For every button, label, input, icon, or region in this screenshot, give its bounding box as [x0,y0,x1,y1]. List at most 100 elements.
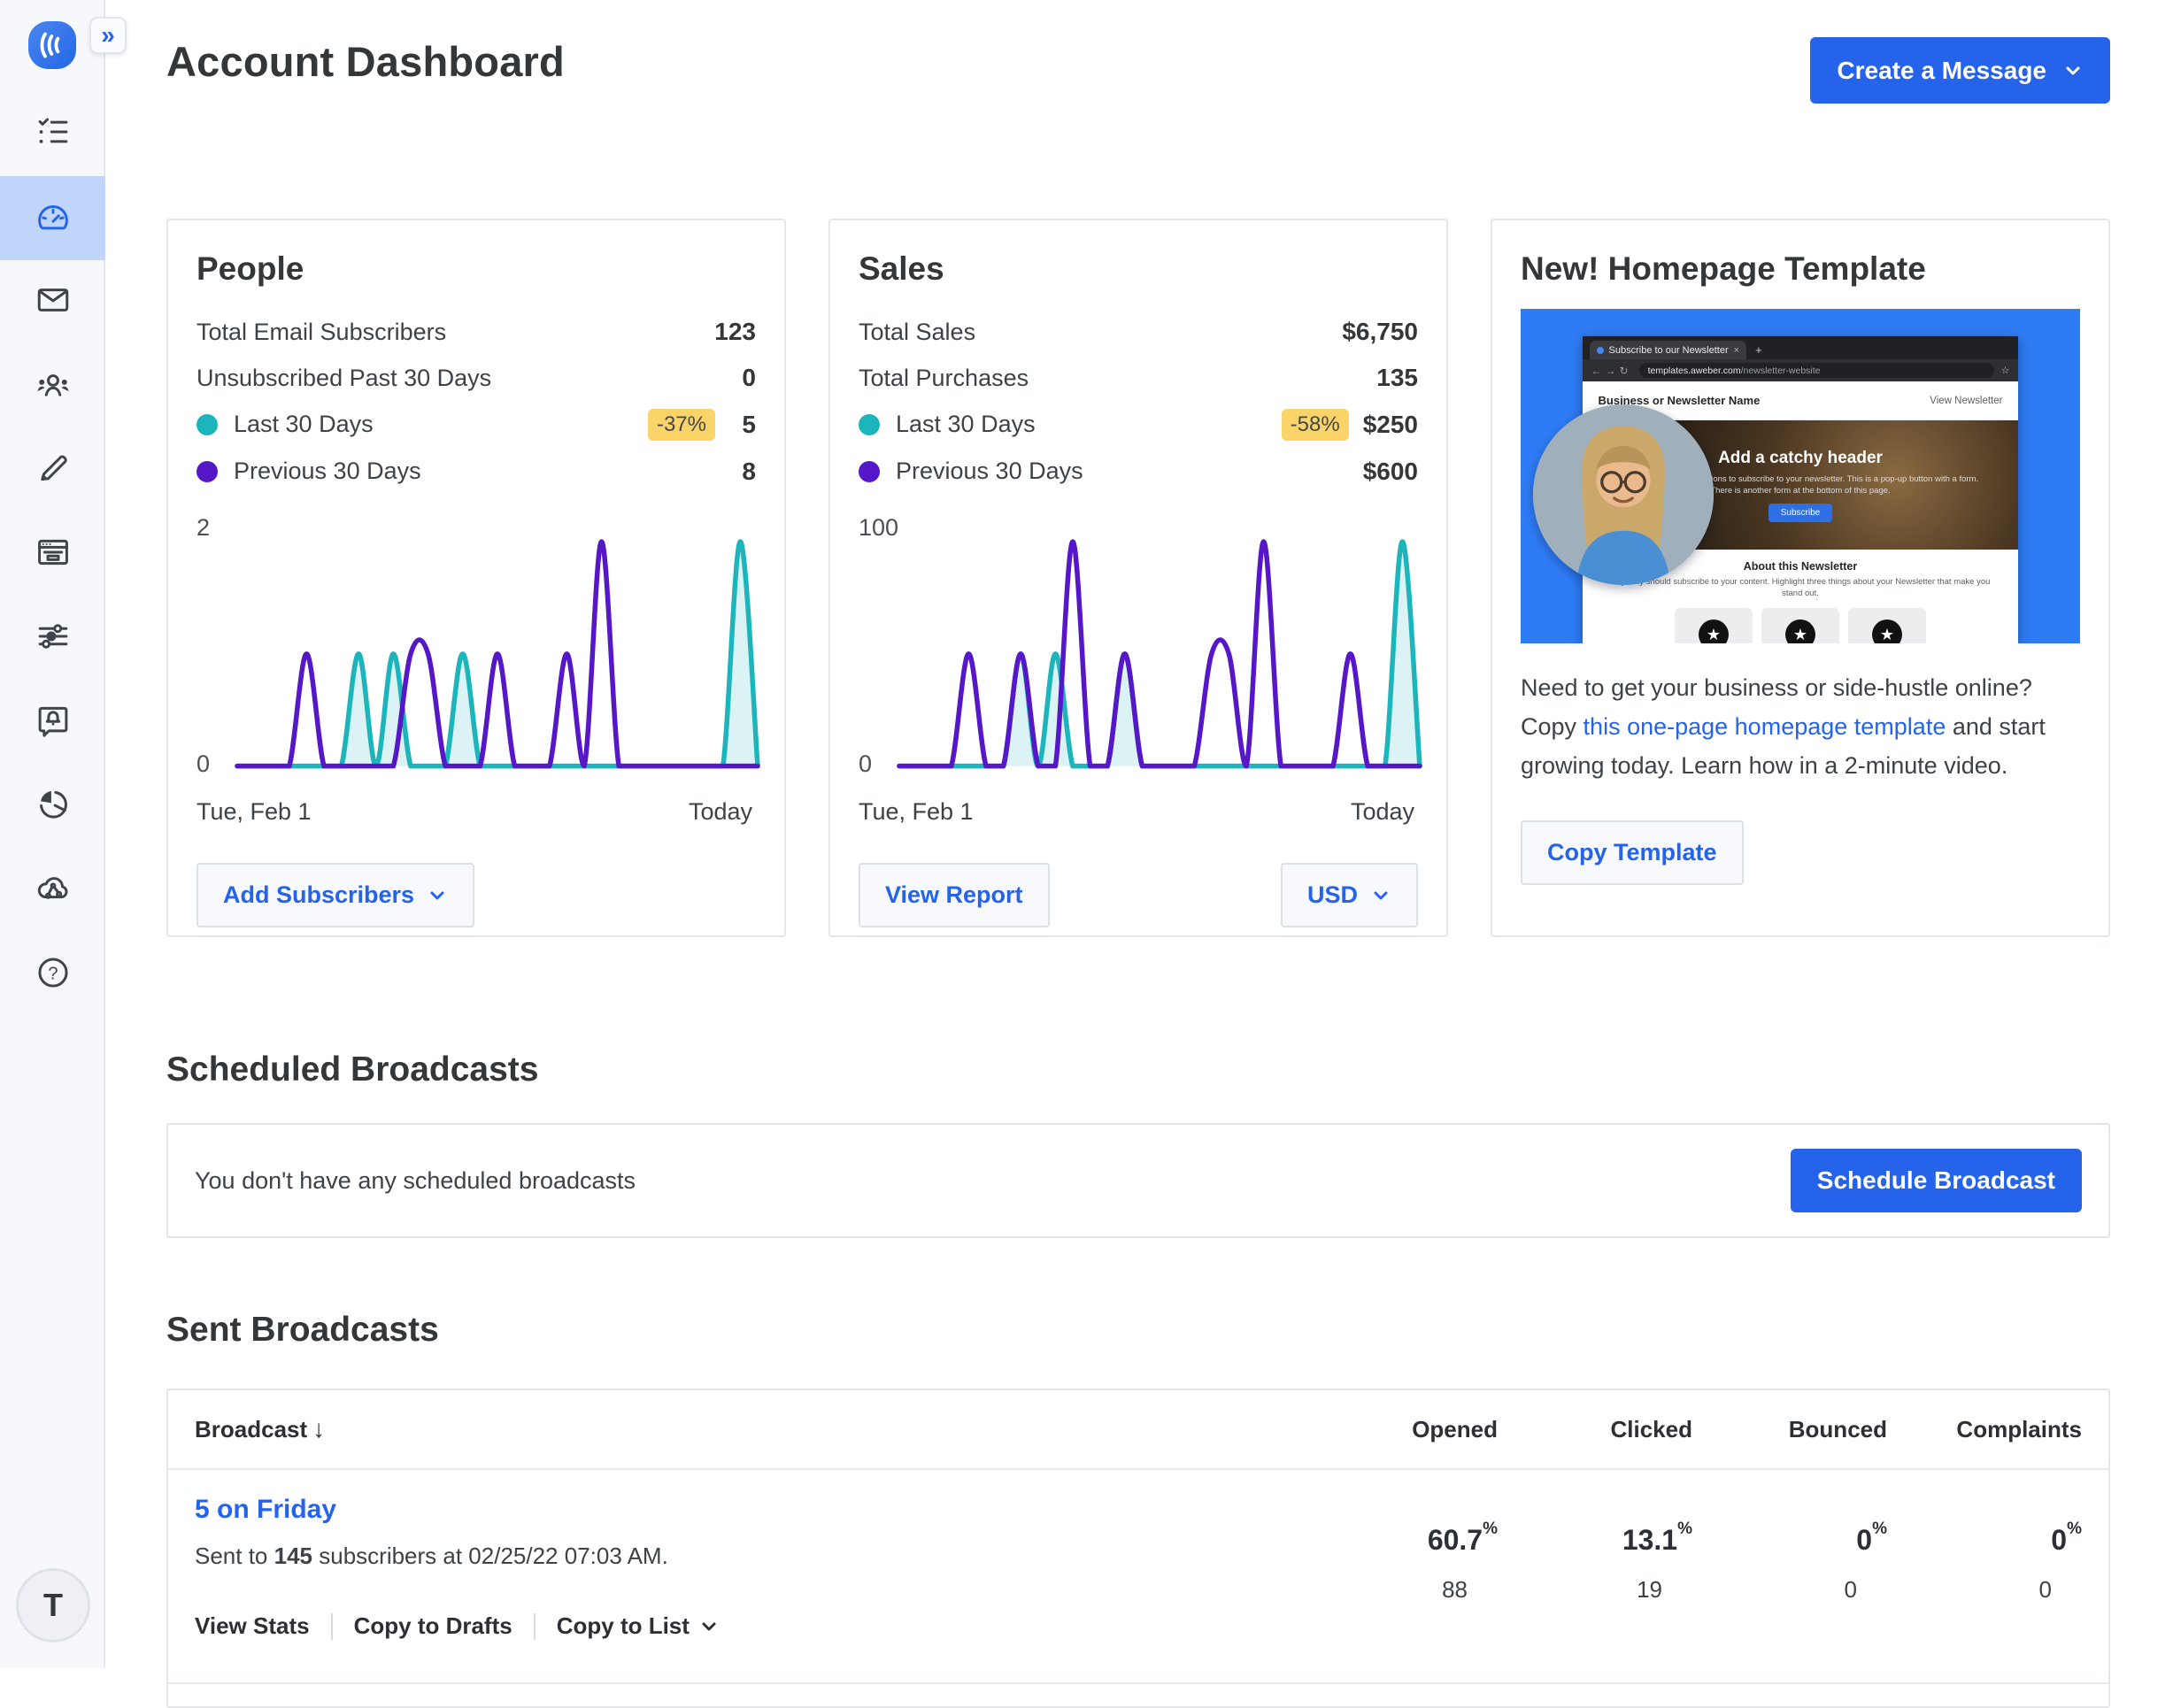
total-sales-value: $6,750 [1342,318,1418,346]
star-icon: ★ [1785,619,1815,643]
subscribers-icon [35,365,72,407]
people-legend-prev30: Previous 30 Days 8 [196,448,756,495]
sales-card-title: Sales [859,250,1418,288]
complaints-stat: 0% 0 [1887,1495,2082,1640]
sales-last30-value: $250 [1363,411,1418,439]
add-subscribers-button[interactable]: Add Subscribers [196,863,474,927]
sidebar-item-tasks[interactable] [0,92,105,176]
people-ytick-max: 2 [196,514,210,542]
sidebar-item-messages[interactable] [0,260,105,344]
action-separator [331,1613,333,1640]
purple-dot-icon [196,461,218,482]
copy-template-label: Copy Template [1547,839,1717,866]
people-xlabel-start: Tue, Feb 1 [196,798,312,826]
sales-legend-last30: Last 30 Days -58% $250 [859,401,1418,448]
presenter-webcam [1533,404,1714,585]
expand-sidebar-button[interactable]: » [89,17,127,54]
sidebar-nav: ? [0,92,104,1017]
column-broadcast[interactable]: Broadcast ↓ [195,1415,1303,1443]
sidebar-item-signup-forms[interactable] [0,428,105,512]
copy-to-drafts-action[interactable]: Copy to Drafts [354,1612,512,1640]
sent-info-prefix: Sent to [195,1543,274,1569]
unsubscribed-label: Unsubscribed Past 30 Days [196,365,491,392]
sidebar-item-subscribers[interactable] [0,344,105,428]
total-subscribers-row: Total Email Subscribers 123 [196,309,756,355]
table-row: 5 on Friday Sent to 145 subscribers at 0… [168,1470,2108,1682]
template-video-preview[interactable]: Subscribe to our Newsletter × + ←→↻ temp… [1521,309,2080,643]
broadcast-sent-info: Sent to 145 subscribers at 02/25/22 07:0… [195,1543,1303,1570]
chart-area-fill [899,542,1420,766]
opened-count: 88 [1303,1576,1498,1604]
bookmark-star-icon: ☆ [2001,365,2010,376]
action-separator [534,1613,536,1640]
create-message-button[interactable]: Create a Message [1810,37,2110,104]
chart-line-last-30-days [899,542,1420,766]
presenter-illustration [1533,404,1714,585]
scheduled-broadcasts-panel: You don't have any scheduled broadcasts … [166,1123,2110,1238]
sidebar-item-notifications[interactable] [0,681,105,765]
sidebar-item-reports[interactable] [0,765,105,849]
aweber-logo[interactable] [28,21,76,69]
feature-card: ★ [1675,608,1753,643]
people-last30-value: 5 [729,411,756,439]
sales-ytick-min: 0 [859,750,872,778]
sales-xlabel-end: Today [1351,798,1414,826]
total-sales-row: Total Sales $6,750 [859,309,1418,355]
about-text: why they should subscribe to your conten… [1608,576,1992,599]
aweber-waves-icon [35,27,70,63]
browser-urlbar: ←→↻ templates.aweber.com/newsletter-webs… [1583,359,2019,381]
main-content: Account Dashboard Create a Message Peopl… [105,0,2173,1708]
svg-text:?: ? [48,964,58,983]
landing-pages-icon [35,534,72,575]
sidebar-item-landing-pages[interactable] [0,512,105,596]
browser-tab-title: Subscribe to our Newsletter [1609,345,1729,356]
people-card-title: People [196,250,756,288]
percent-sign: % [1677,1520,1692,1538]
sales-xlabel-start: Tue, Feb 1 [859,798,974,826]
currency-select[interactable]: USD [1281,863,1418,927]
unsubscribed-value: 0 [742,364,756,392]
url-path: /newsletter-website [1741,365,1821,376]
notifications-icon [35,702,72,743]
opened-stat: 60.7% 88 [1303,1495,1498,1640]
teal-dot-icon [859,414,880,435]
automations-icon [35,618,72,659]
view-stats-action[interactable]: View Stats [195,1612,310,1640]
sent-subscriber-count: 145 [274,1543,312,1569]
complaints-percent: 0 [2051,1524,2067,1556]
create-message-label: Create a Message [1837,57,2046,85]
next-table-row-partial [168,1682,2108,1706]
column-bounced: Bounced [1692,1416,1887,1443]
currency-label: USD [1307,881,1358,909]
view-report-label: View Report [885,881,1023,909]
sales-prev30-value: $600 [1363,458,1418,486]
percent-sign: % [1872,1520,1887,1538]
copy-to-list-label: Copy to List [557,1612,690,1640]
scheduled-broadcasts-heading: Scheduled Broadcasts [166,1050,2110,1089]
homepage-template-card: New! Homepage Template Subscribe to our … [1491,219,2110,937]
column-complaints: Complaints [1887,1416,2082,1443]
sidebar-item-help[interactable]: ? [0,933,105,1017]
star-icon: ★ [1699,619,1729,643]
sidebar-item-automations[interactable] [0,596,105,681]
copy-to-list-action[interactable]: Copy to List [557,1612,720,1640]
broadcast-title-link[interactable]: 5 on Friday [195,1495,1303,1525]
page-header: Account Dashboard Create a Message [166,37,2110,104]
total-sales-label: Total Sales [859,319,975,346]
complaints-count: 0 [1887,1576,2082,1604]
schedule-broadcast-button[interactable]: Schedule Broadcast [1791,1149,2082,1212]
account-avatar[interactable]: T [16,1568,90,1643]
last30-label: Last 30 Days [896,411,1036,438]
copy-template-button[interactable]: Copy Template [1521,820,1744,885]
sidebar-item-integrations[interactable] [0,849,105,933]
homepage-template-link[interactable]: this one-page homepage template [1584,713,1946,740]
clicked-stat: 13.1% 19 [1498,1495,1692,1640]
table-header: Broadcast ↓ Opened Clicked Bounced Compl… [168,1390,2108,1470]
subscribe-button-mock: Subscribe [1768,504,1832,522]
sidebar-item-dashboard[interactable] [0,176,105,260]
browser-tabbar: Subscribe to our Newsletter × + [1583,336,2019,359]
dashboard-icon [35,197,72,239]
view-report-button[interactable]: View Report [859,863,1050,927]
people-xlabel-end: Today [689,798,752,826]
dashboard-cards: People Total Email Subscribers 123 Unsub… [166,219,2110,937]
